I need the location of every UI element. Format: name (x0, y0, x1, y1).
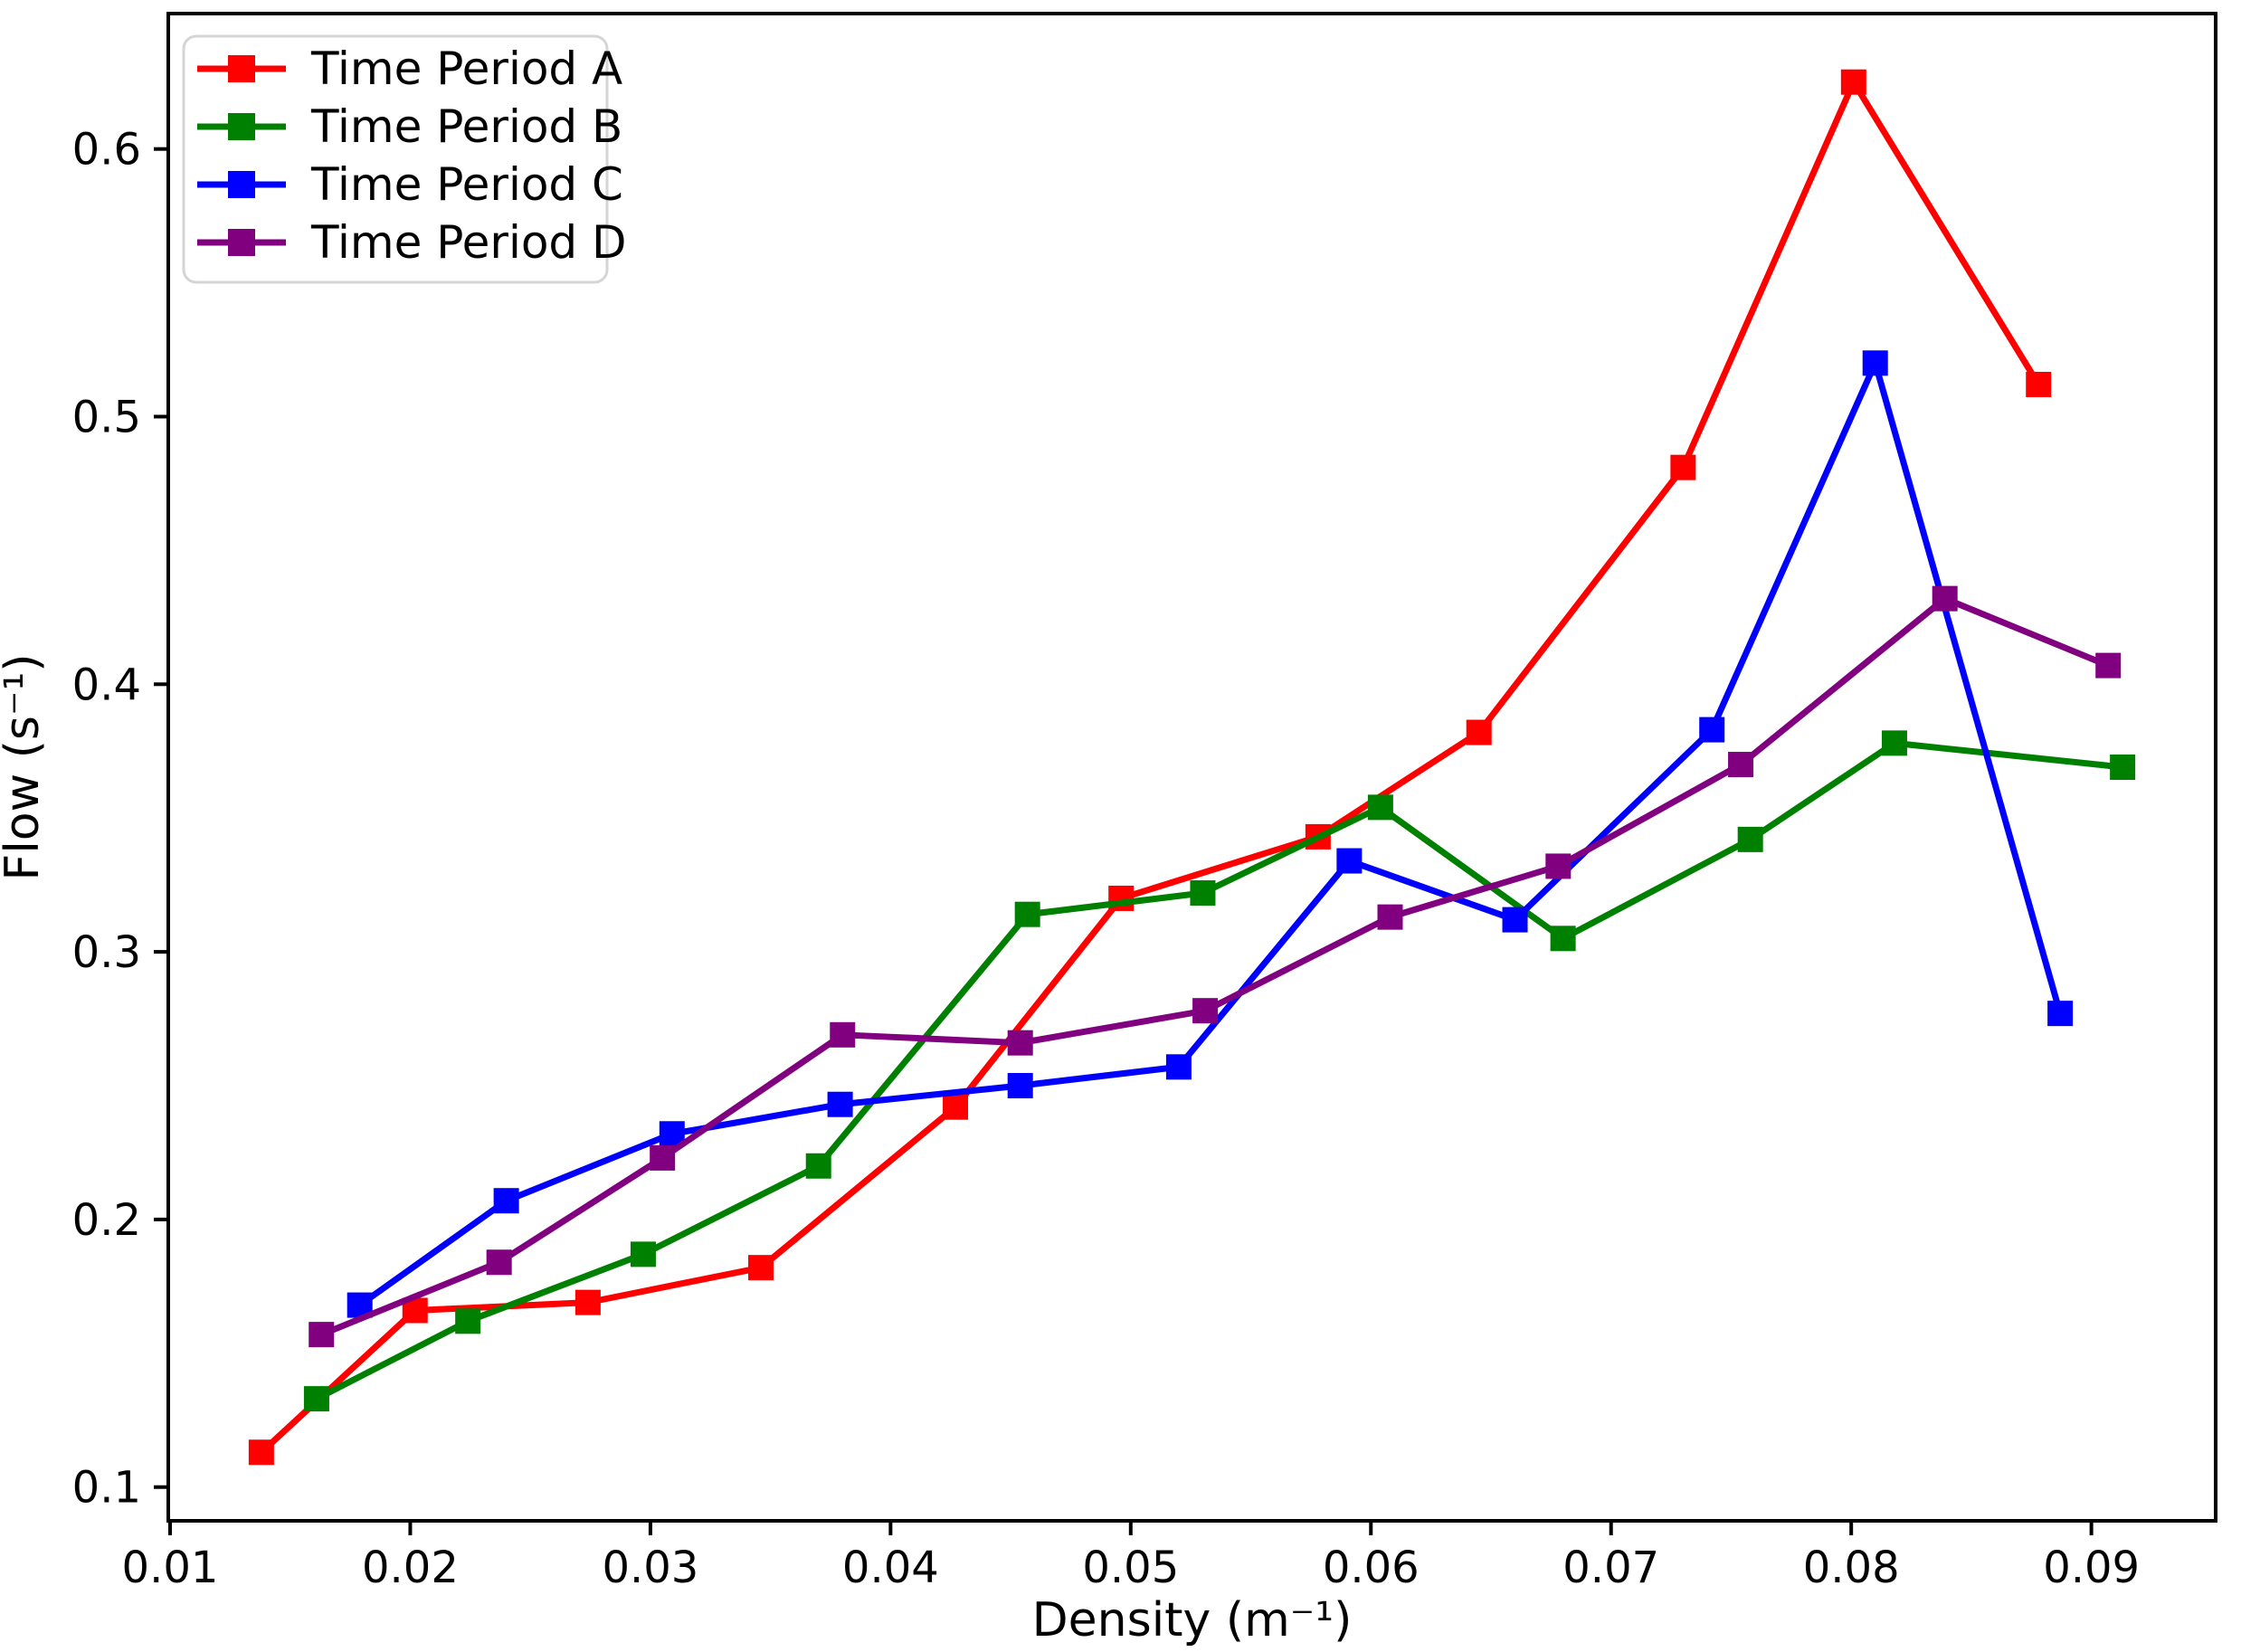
data-point-marker (630, 1241, 656, 1267)
data-point-marker (574, 1289, 601, 1315)
data-point-marker (1336, 848, 1363, 874)
data-point-marker (309, 1322, 335, 1348)
data-point-marker (2047, 1001, 2074, 1027)
y-tick-label: 0.4 (72, 660, 141, 710)
data-point-marker (1881, 730, 1907, 756)
series-line-time-period-d (319, 595, 2110, 1338)
data-point-marker (650, 1144, 676, 1171)
data-point-marker (2026, 371, 2052, 397)
data-point-marker (1192, 998, 1219, 1024)
series-line-time-period-c (357, 359, 2064, 1308)
x-tick-label: 0.09 (2043, 1543, 2140, 1593)
data-point-marker (943, 1094, 969, 1120)
legend-item-label: Time Period A (310, 43, 622, 95)
x-tick-label: 0.05 (1082, 1543, 1179, 1593)
legend-item-label: Time Period C (310, 158, 623, 211)
data-point-marker (1165, 1054, 1192, 1080)
y-tick-label: 0.5 (72, 392, 141, 442)
data-point-marker (748, 1255, 774, 1281)
data-point-marker (2110, 755, 2136, 780)
legend-item-time-period-b: Time Period B (197, 100, 622, 153)
data-point-marker (455, 1308, 481, 1334)
legend-marker-sample (228, 113, 255, 140)
data-point-marker (1466, 719, 1492, 745)
y-tick-label: 0.3 (72, 927, 141, 978)
data-point-marker (486, 1249, 512, 1276)
y-axis-label: Flow (s⁻¹) (0, 653, 50, 880)
data-point-marker (1014, 901, 1040, 927)
x-tick-label: 0.01 (122, 1543, 219, 1593)
legend-box (182, 34, 609, 284)
data-point-marker (248, 1439, 274, 1466)
data-point-marker (1550, 926, 1576, 952)
x-tick-label: 0.06 (1323, 1543, 1420, 1593)
x-tick-label: 0.07 (1562, 1543, 1659, 1593)
legend-item-label: Time Period D (310, 216, 627, 269)
y-tick-label: 0.1 (72, 1463, 141, 1514)
data-point-marker (830, 1021, 856, 1048)
y-axis: 0.1 0.2 0.3 0.4 0.5 0.6 (72, 125, 168, 1514)
plot-frame (166, 12, 2217, 1523)
legend-item-time-period-c: Time Period C (197, 158, 623, 211)
data-point-marker (827, 1091, 853, 1117)
series-time-period-d (309, 585, 2122, 1348)
x-tick-label: 0.04 (842, 1543, 939, 1593)
series-time-period-b (303, 730, 2136, 1412)
legend-marker-sample (228, 229, 255, 256)
x-tick-label: 0.08 (1803, 1543, 1900, 1593)
data-point-marker (1502, 907, 1528, 933)
data-point-marker (2095, 652, 2122, 679)
data-point-marker (805, 1153, 831, 1179)
data-point-marker (1007, 1030, 1033, 1056)
data-point-marker (303, 1386, 329, 1412)
legend-item-time-period-d: Time Period D (197, 216, 627, 269)
data-point-marker (1862, 350, 1888, 376)
data-point-marker (1545, 853, 1572, 879)
x-tick-label: 0.03 (602, 1543, 698, 1593)
data-point-marker (1367, 794, 1393, 821)
legend-marker-sample (228, 55, 255, 82)
data-point-marker (1190, 880, 1216, 907)
y-tick-label: 0.6 (72, 125, 141, 176)
x-tick-label: 0.02 (362, 1543, 459, 1593)
series-time-period-c (347, 350, 2074, 1318)
data-point-marker (493, 1188, 519, 1214)
data-point-marker (1932, 585, 1958, 612)
legend-marker-sample (228, 171, 255, 198)
data-point-marker (1728, 752, 1754, 778)
x-axis-label: Density (m⁻¹) (1032, 1593, 1353, 1647)
data-point-marker (1670, 454, 1696, 480)
data-point-marker (1699, 717, 1725, 743)
data-point-marker (1840, 69, 1866, 95)
legend-item-time-period-a: Time Period A (197, 43, 622, 95)
x-axis: 0.01 0.02 0.03 0.04 0.05 0.06 0.07 0.08 0.09 (122, 1521, 2140, 1593)
data-point-marker (1737, 826, 1763, 852)
data-point-marker (1377, 904, 1403, 930)
data-point-marker (1007, 1073, 1033, 1099)
legend-item-label: Time Period B (310, 100, 622, 153)
y-tick-label: 0.2 (72, 1195, 141, 1246)
